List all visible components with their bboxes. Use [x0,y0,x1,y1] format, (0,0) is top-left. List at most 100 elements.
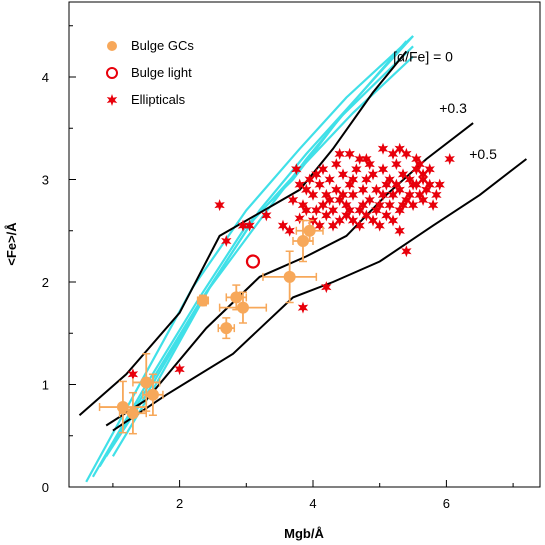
curve-label: +0.3 [439,100,467,116]
ellipticals-point [414,158,425,171]
ellipticals-point [221,235,232,247]
ellipticals-point [387,188,399,201]
ellipticals-point [377,188,389,201]
ellipticals-point [417,194,429,206]
ellipticals-point [374,199,385,212]
ellipticals-point [411,163,422,176]
ellipticals-point [374,219,385,232]
y-tick-label: 0 [42,480,49,495]
ellipticals-point [377,163,389,176]
ellipticals-point [381,178,392,191]
ellipticals-point [394,183,405,196]
ellipticals-point [404,173,415,186]
legend-marker-ellipticals [106,94,118,106]
ellipticals-point [364,194,375,206]
ellipticals-point [364,158,375,171]
ellipticals-point [424,178,435,191]
ellipticals-point [421,183,432,196]
plot-area [78,35,528,483]
ellipticals-point [351,163,362,176]
ellipticals-point [277,219,289,232]
ellipticals-point [244,219,255,232]
ellipticals-point [341,199,352,212]
bulge-gc-point [116,401,129,414]
bulge-gc-point [146,388,159,401]
ellipticals-point [334,147,345,160]
ellipticals-point [324,173,335,186]
x-tick-label: 2 [176,496,183,511]
ellipticals-point [427,199,439,212]
ellipticals-point [411,153,422,165]
ellipticals-point [394,142,405,155]
ellipticals-point [301,204,312,217]
ellipticals-point [357,199,369,212]
ellipticals-point [354,204,365,217]
ellipticals-point [174,363,185,376]
ellipticals-point [327,219,339,232]
ellipticals-point [377,142,389,155]
ellipticals-point [337,188,349,201]
x-tick-label: 6 [443,496,450,511]
legend-marker-bulge-gcs [107,41,117,51]
ellipticals-point [357,183,369,196]
isochrone-line [85,35,414,483]
bulge-gc-point [140,376,153,389]
bulge-gc-point [296,235,309,247]
ellipticals-point [384,199,395,212]
ellipticals-point [347,214,359,227]
bulge-gc-point [303,224,316,237]
curve-label: +0.5 [469,146,497,162]
ellipticals-point [334,214,345,227]
legend-marker-bulge-light [106,67,118,79]
ellipticals-point [367,214,379,227]
ellipticals-point [371,204,382,217]
ellipticals-point [344,147,355,160]
ellipticals-point [414,188,425,201]
ellipticals-point [424,163,435,176]
ellipticals-point [321,188,332,201]
ellipticals-point [311,168,322,181]
y-tick-label: 4 [42,70,49,85]
ellipticals-point [361,173,372,186]
ellipticals-point [287,194,299,206]
x-axis-label: Mgb/Å [284,526,324,541]
ellipticals-point [297,199,309,212]
ellipticals-point [407,178,419,191]
legend: Bulge GCs Bulge light Ellipticals [106,38,194,107]
ellipticals-point [367,168,379,181]
ellipticals-point [347,188,359,201]
ellipticals-point [361,153,372,165]
bulge-gc-point [220,322,233,335]
legend-label: Ellipticals [131,92,186,107]
ellipticals-point [417,168,429,181]
ellipticals-point [284,224,295,237]
ellipticals-point [371,183,382,196]
ellipticals-point [294,212,305,225]
ellipticals-point [334,194,345,206]
ellipticals-point [321,209,332,222]
y-axis-label: <Fe>/Å [4,222,19,266]
ellipticals-point [317,199,329,212]
ellipticals-point [307,188,319,201]
ellipticals-point [397,199,409,212]
ellipticals-point [291,163,302,176]
ellipticals-point [337,168,349,181]
ellipticals-point [301,183,312,196]
ellipticals-point [237,219,249,232]
ellipticals-point [404,188,415,201]
ellipticals-point [314,219,325,232]
ellipticals-point [317,163,329,176]
ellipticals-point [384,173,395,186]
ellipticals-point [341,209,352,222]
plot-frame [68,1,541,488]
ellipticals-point [434,178,445,191]
ellipticals-point [361,209,372,222]
bulge-gc-point [236,301,249,314]
ellipticals-point [214,199,225,212]
ellipticals-point [331,158,342,171]
ellipticals-point [314,178,325,191]
ellipticals-point [344,204,355,217]
ellipticals-point [401,147,412,160]
ellipticals-point [354,153,365,165]
